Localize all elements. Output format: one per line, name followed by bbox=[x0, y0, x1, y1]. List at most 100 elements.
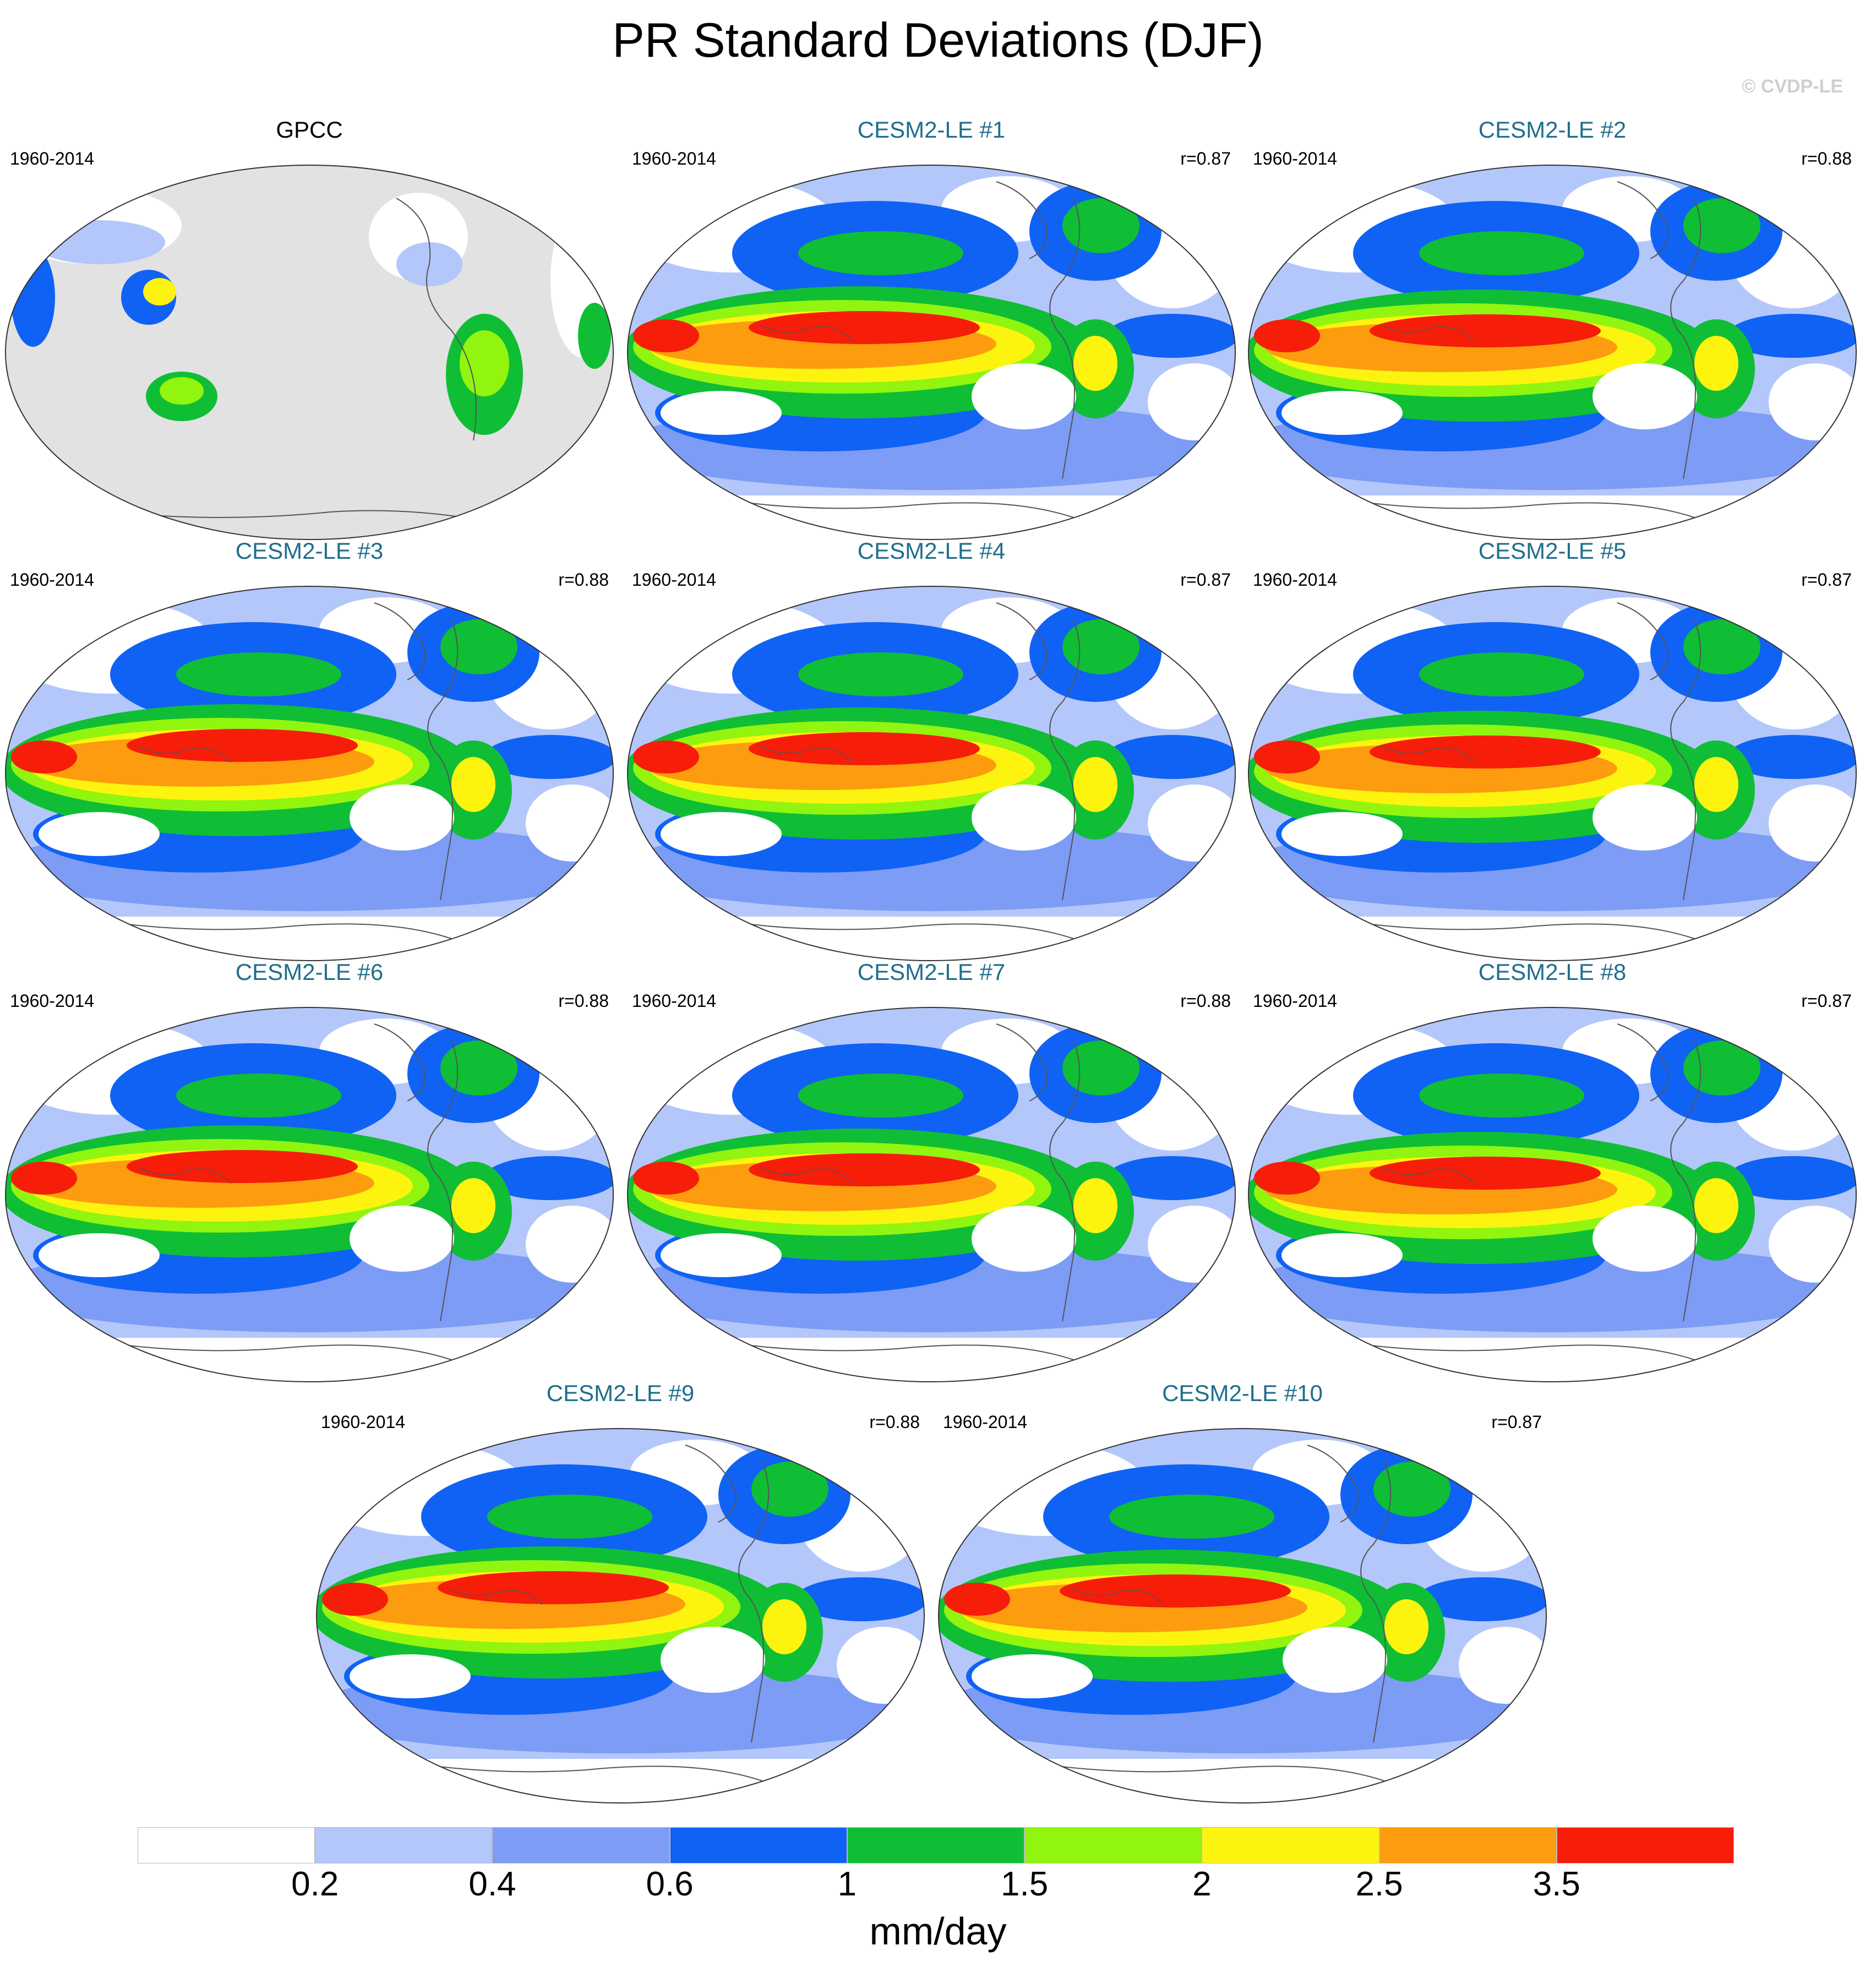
map-storm-track bbox=[751, 1462, 828, 1517]
map-border bbox=[5, 586, 614, 961]
map-coastline bbox=[1617, 181, 1668, 259]
map-storm-track bbox=[1419, 1074, 1584, 1118]
map-coastline bbox=[1617, 602, 1668, 680]
panel-title: CESM2-LE #7 bbox=[857, 959, 1006, 985]
map-tropical-core bbox=[11, 1162, 77, 1195]
colorbar-tick-label: 2.5 bbox=[1355, 1865, 1403, 1903]
map-border bbox=[938, 1428, 1547, 1803]
map-panel: CESM2-LE #4 1960-2014 r=0.87 bbox=[622, 537, 1241, 961]
map-tropical-core bbox=[1370, 1157, 1601, 1190]
panel-correlation: r=0.87 bbox=[1801, 991, 1852, 1011]
map-dry-zone bbox=[39, 812, 160, 856]
map-dry-zone bbox=[661, 812, 782, 856]
map-coastline bbox=[1353, 922, 1695, 939]
map-border bbox=[1248, 586, 1857, 961]
panel-period: 1960-2014 bbox=[10, 149, 95, 168]
map-coastline bbox=[1049, 619, 1081, 901]
map-south-america bbox=[1694, 336, 1738, 391]
map-storm-track bbox=[487, 1495, 652, 1539]
panel-period: 1960-2014 bbox=[943, 1412, 1028, 1432]
map-storm-track bbox=[798, 231, 963, 275]
page-title: PR Standard Deviations (DJF) bbox=[612, 13, 1264, 67]
map-panel: CESM2-LE #7 1960-2014 r=0.88 bbox=[622, 958, 1241, 1382]
panel-correlation: r=0.88 bbox=[869, 1412, 920, 1432]
map-coastline bbox=[738, 1461, 770, 1743]
colorbar-tick-label: 1.5 bbox=[1001, 1865, 1049, 1903]
map-coastline bbox=[759, 745, 854, 763]
map-dry-zone bbox=[972, 784, 1076, 851]
map-south-america bbox=[1073, 757, 1117, 812]
map-tropical-core bbox=[1370, 314, 1601, 347]
map-white-south bbox=[317, 1759, 924, 1803]
panel-title: CESM2-LE #2 bbox=[1478, 117, 1627, 143]
map-coastline bbox=[1380, 745, 1475, 763]
map-dry-zone bbox=[1769, 363, 1856, 440]
map-land-africa-west bbox=[11, 248, 55, 347]
map-coastline bbox=[759, 1167, 854, 1184]
map-dry-zone bbox=[1283, 1627, 1387, 1693]
map-coastline bbox=[685, 1445, 737, 1523]
map-coastline bbox=[1043, 1764, 1385, 1781]
map-plot bbox=[1248, 165, 1857, 540]
panel-period: 1960-2014 bbox=[1253, 991, 1338, 1011]
panel-correlation: r=0.88 bbox=[558, 570, 609, 590]
map-dry-zone bbox=[1593, 784, 1697, 851]
panel-correlation: r=0.88 bbox=[558, 991, 609, 1011]
map-coastline bbox=[110, 922, 452, 939]
map-panel: GPCC 1960-2014 bbox=[0, 116, 619, 540]
map-storm-track bbox=[1109, 1495, 1274, 1539]
colorbar-box bbox=[492, 1827, 670, 1863]
watermark: © CVDP-LE bbox=[1742, 76, 1843, 97]
map-dry-zone bbox=[661, 1233, 782, 1277]
map-tropical-core bbox=[11, 740, 77, 773]
colorbar-tick-label: 0.4 bbox=[468, 1865, 516, 1903]
map-dry-zone bbox=[1148, 784, 1235, 862]
map-coastline bbox=[1670, 619, 1702, 901]
panel-period: 1960-2014 bbox=[10, 991, 95, 1011]
map-tropical-core bbox=[633, 319, 699, 352]
map-border bbox=[627, 1007, 1236, 1382]
map-south-america bbox=[451, 757, 495, 812]
map-storm-track bbox=[1062, 1040, 1139, 1096]
map-tropical-core bbox=[633, 740, 699, 773]
map-border bbox=[1248, 1007, 1857, 1382]
colorbar-tick-label: 2 bbox=[1192, 1865, 1212, 1903]
map-atlantic-band bbox=[1106, 1156, 1235, 1200]
map-south-america bbox=[1384, 1599, 1428, 1654]
map-coastline bbox=[732, 1343, 1074, 1360]
map-missing-fill bbox=[6, 165, 613, 540]
map-tropical-core bbox=[322, 1583, 388, 1616]
map-plot bbox=[1248, 586, 1857, 961]
map-storm-track bbox=[440, 619, 517, 674]
colorbar-tick-label: 3.5 bbox=[1533, 1865, 1580, 1903]
map-tropical-core bbox=[944, 1583, 1010, 1616]
map-atlantic-band bbox=[1727, 735, 1856, 779]
map-coastline bbox=[1670, 1040, 1702, 1322]
map-storm-track bbox=[1062, 619, 1139, 674]
map-panel: CESM2-LE #2 1960-2014 r=0.88 bbox=[1243, 116, 1862, 540]
map-storm-track bbox=[1683, 198, 1760, 253]
map-panel: CESM2-LE #3 1960-2014 r=0.88 bbox=[0, 537, 619, 961]
colorbar-box bbox=[847, 1827, 1025, 1863]
map-border bbox=[1248, 165, 1857, 540]
map-storm-track bbox=[1683, 1040, 1760, 1096]
map-coastline bbox=[1049, 1040, 1081, 1322]
map-coastline bbox=[448, 1588, 543, 1605]
map-panel: CESM2-LE #9 1960-2014 r=0.88 bbox=[311, 1379, 930, 1803]
map-dry-zone bbox=[1459, 1627, 1546, 1704]
map-tropical-core bbox=[127, 729, 358, 762]
map-coastline bbox=[110, 1343, 452, 1360]
map-plot bbox=[938, 1428, 1547, 1803]
map-plot bbox=[627, 586, 1236, 961]
map-dry-zone bbox=[526, 784, 613, 862]
map-coastline bbox=[1307, 1445, 1359, 1523]
map-coastline bbox=[1070, 1588, 1165, 1605]
map-coastline bbox=[427, 619, 459, 901]
map-coastline bbox=[1353, 1343, 1695, 1360]
map-land-eurasia bbox=[33, 220, 165, 264]
map-atlantic-band bbox=[1106, 735, 1235, 779]
map-plot bbox=[5, 1007, 614, 1382]
panel-period: 1960-2014 bbox=[632, 149, 717, 168]
map-dry-zone bbox=[350, 1654, 471, 1698]
colorbar-box bbox=[138, 1827, 315, 1863]
